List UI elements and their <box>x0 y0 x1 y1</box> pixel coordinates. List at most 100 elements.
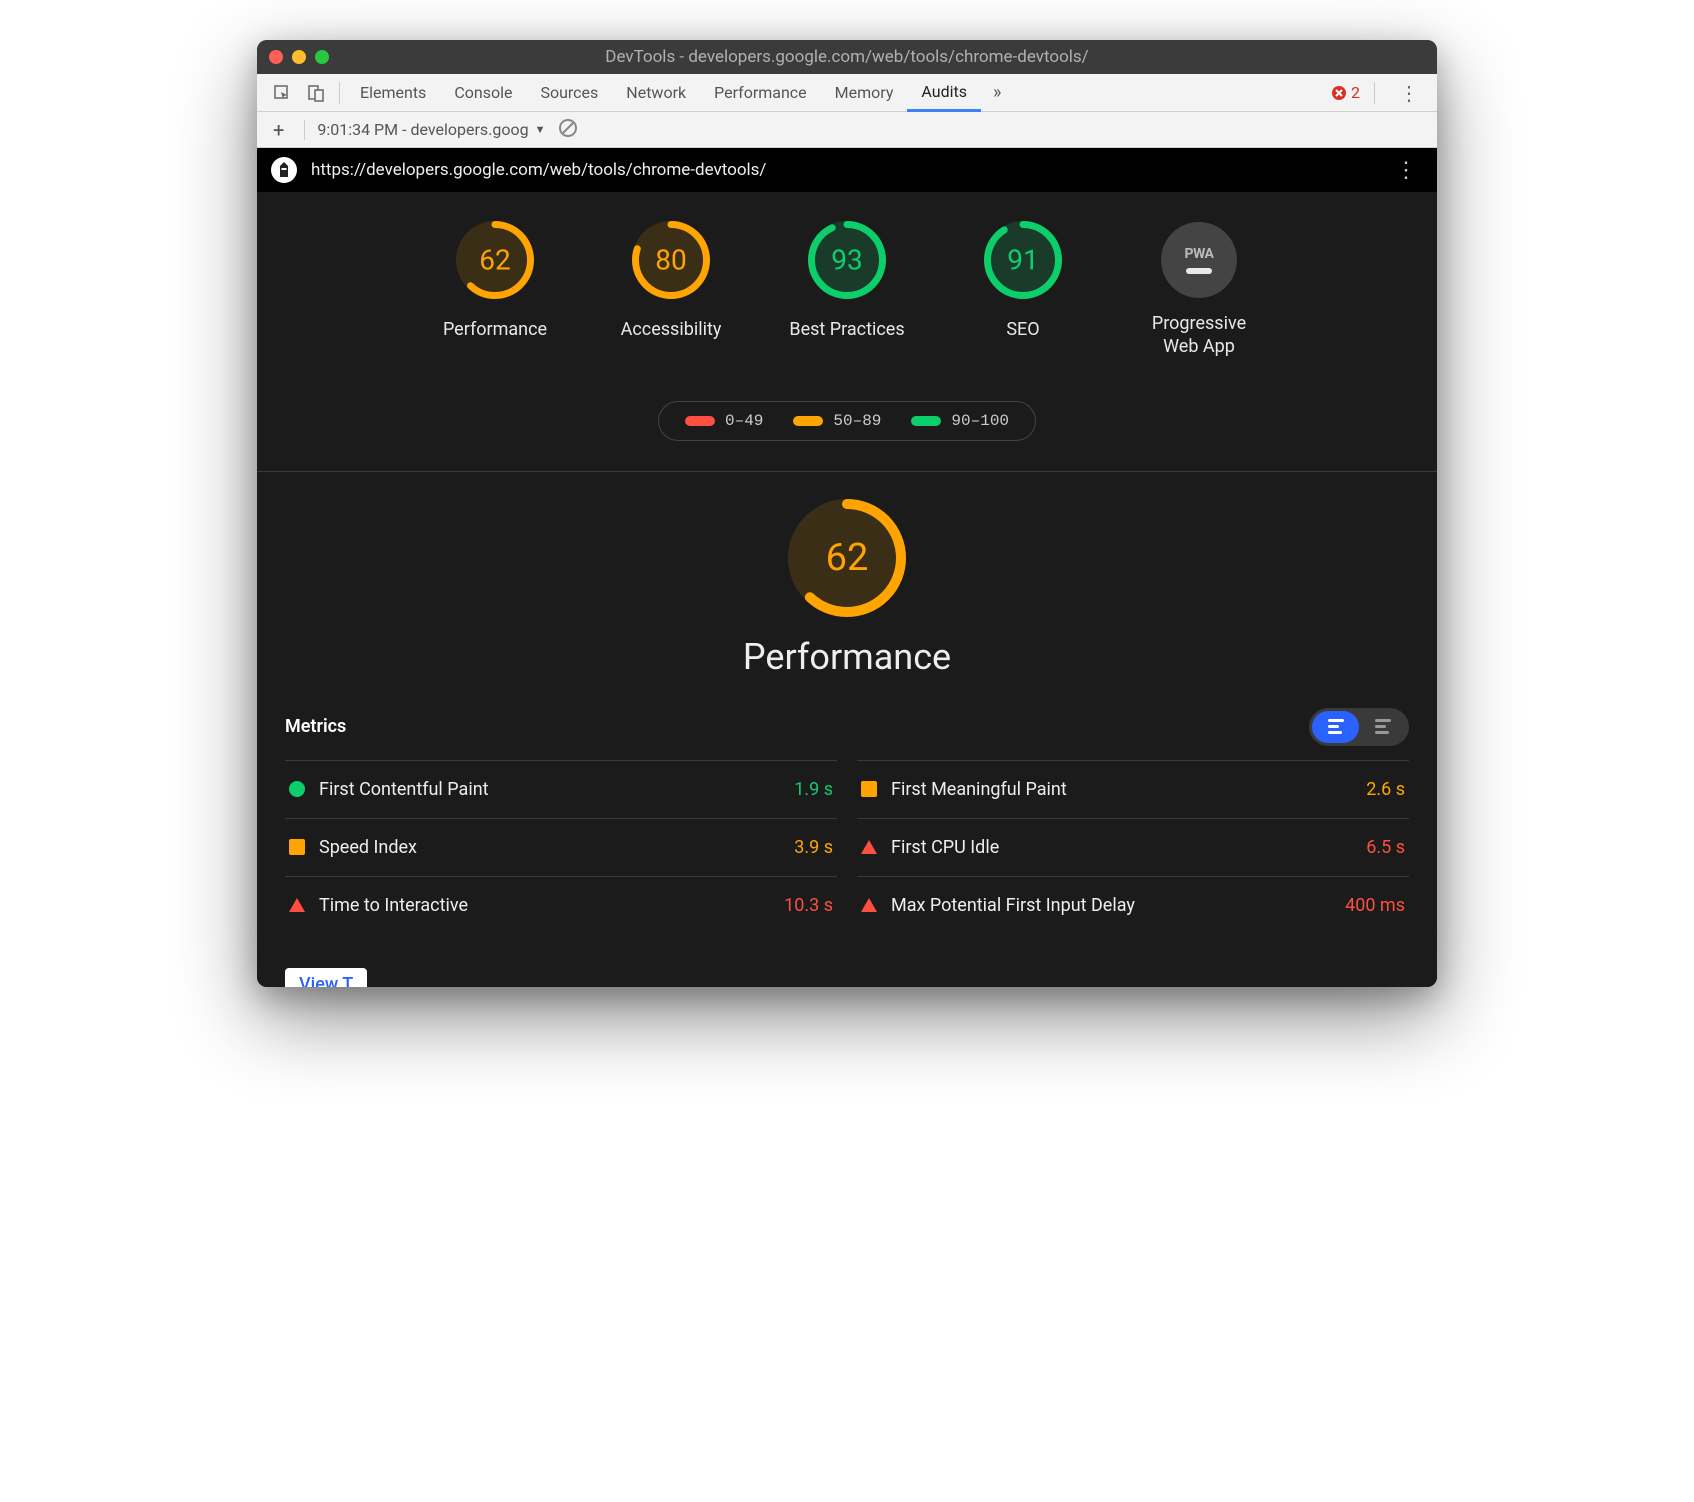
performance-gauge-big: 62 <box>257 498 1437 618</box>
metric-name: Max Potential First Input Delay <box>891 895 1331 916</box>
gauge-label: Progressive Web App <box>1134 312 1264 359</box>
tab-network[interactable]: Network <box>612 74 700 112</box>
gauge-best-practices[interactable]: 93 Best Practices <box>782 220 912 359</box>
svg-text:91: 91 <box>1007 244 1038 277</box>
legend-range: 50–89 <box>833 412 881 430</box>
metric-row: First Meaningful Paint 2.6 s <box>857 760 1409 818</box>
devtools-window: DevTools - developers.google.com/web/too… <box>257 40 1437 987</box>
gauge-seo[interactable]: 91 SEO <box>958 220 1088 359</box>
legend-item: 90–100 <box>911 412 1009 430</box>
status-square-icon <box>861 781 877 797</box>
new-audit-button[interactable]: + <box>265 118 292 142</box>
view-trace-button[interactable]: View T <box>285 968 367 987</box>
legend-pill <box>793 416 823 426</box>
tab-performance[interactable]: Performance <box>700 74 821 112</box>
metric-value: 400 ms <box>1345 895 1405 916</box>
metric-row: Max Potential First Input Delay 400 ms <box>857 876 1409 934</box>
audited-url: https://developers.google.com/web/tools/… <box>311 160 1375 180</box>
window-title: DevTools - developers.google.com/web/too… <box>257 47 1437 67</box>
panel-tabs: Elements Console Sources Network Perform… <box>346 74 981 112</box>
metrics-grid: First Contentful Paint 1.9 s First Meani… <box>257 760 1437 954</box>
pwa-badge: PWA <box>1161 222 1237 298</box>
legend-pill <box>685 416 715 426</box>
metrics-header: Metrics <box>257 708 1437 760</box>
metric-row: Speed Index 3.9 s <box>285 818 837 876</box>
metric-row: First Contentful Paint 1.9 s <box>285 760 837 818</box>
svg-text:62: 62 <box>479 244 510 277</box>
status-circle-icon <box>289 781 305 797</box>
status-triangle-icon <box>861 898 877 912</box>
metric-row: Time to Interactive 10.3 s <box>285 876 837 934</box>
window-controls <box>269 50 329 64</box>
legend-range: 90–100 <box>951 412 1009 430</box>
legend-pill <box>911 416 941 426</box>
inspect-icon[interactable] <box>265 84 299 102</box>
metric-name: Time to Interactive <box>319 895 770 916</box>
chevron-down-icon: ▼ <box>535 123 546 136</box>
devtools-tabbar: Elements Console Sources Network Perform… <box>257 74 1437 112</box>
gauge-label: Accessibility <box>606 318 736 341</box>
category-gauges: 62 Performance 80 Accessibility 93 Best … <box>257 192 1437 377</box>
divider <box>304 120 305 140</box>
legend-item: 50–89 <box>793 412 881 430</box>
report-dropdown[interactable]: 9:01:34 PM - developers.goog ▼ <box>317 120 545 139</box>
gauge-ring: 93 <box>782 220 912 304</box>
metric-row: First CPU Idle 6.5 s <box>857 818 1409 876</box>
metrics-view-toggle[interactable] <box>1309 708 1409 746</box>
status-square-icon <box>289 839 305 855</box>
gauge-ring: 62 <box>430 220 560 304</box>
settings-kebab[interactable]: ⋮ <box>1389 81 1429 105</box>
metrics-label: Metrics <box>285 716 346 737</box>
view-toggle-compact[interactable] <box>1312 711 1359 743</box>
device-toggle-icon[interactable] <box>299 84 333 102</box>
report-label: 9:01:34 PM - developers.goog <box>317 120 528 139</box>
pwa-dash-icon <box>1186 268 1212 274</box>
tab-audits[interactable]: Audits <box>907 74 981 112</box>
score-legend: 0–49 50–89 90–100 <box>658 401 1036 441</box>
gauge-label: SEO <box>958 318 1088 341</box>
report-menu-button[interactable]: ⋮ <box>1389 158 1423 183</box>
tab-memory[interactable]: Memory <box>821 74 908 112</box>
gauge-label: Performance <box>430 318 560 341</box>
gauge-performance[interactable]: 62 Performance <box>430 220 560 359</box>
close-button[interactable] <box>269 50 283 64</box>
audits-toolbar: + 9:01:34 PM - developers.goog ▼ <box>257 112 1437 148</box>
more-tabs-button[interactable]: » <box>981 82 1013 103</box>
svg-text:62: 62 <box>826 536 869 580</box>
gauge-accessibility[interactable]: 80 Accessibility <box>606 220 736 359</box>
view-toggle-expanded[interactable] <box>1359 711 1406 743</box>
metric-value: 6.5 s <box>1366 837 1405 858</box>
divider <box>1374 82 1375 104</box>
svg-text:93: 93 <box>831 244 862 277</box>
lighthouse-urlbar: https://developers.google.com/web/tools/… <box>257 148 1437 192</box>
tab-elements[interactable]: Elements <box>346 74 440 112</box>
divider <box>339 82 340 104</box>
clear-icon[interactable] <box>558 118 578 142</box>
metric-name: First Contentful Paint <box>319 779 780 800</box>
minimize-button[interactable] <box>292 50 306 64</box>
metric-name: First CPU Idle <box>891 837 1352 858</box>
metric-value: 3.9 s <box>794 837 833 858</box>
performance-section: 62 Performance Metrics First Contentful … <box>257 472 1437 987</box>
error-icon <box>1331 85 1347 101</box>
error-count-value: 2 <box>1351 83 1360 102</box>
gauge-pwa[interactable]: PWA Progressive Web App <box>1134 220 1264 359</box>
performance-title: Performance <box>257 636 1437 678</box>
tab-sources[interactable]: Sources <box>526 74 612 112</box>
metric-value: 1.9 s <box>794 779 833 800</box>
lighthouse-icon <box>271 157 297 183</box>
legend-item: 0–49 <box>685 412 763 430</box>
gauge-ring: 91 <box>958 220 1088 304</box>
titlebar: DevTools - developers.google.com/web/too… <box>257 40 1437 74</box>
metric-value: 2.6 s <box>1366 779 1405 800</box>
tab-console[interactable]: Console <box>440 74 526 112</box>
metric-name: Speed Index <box>319 837 780 858</box>
pwa-badge-text: PWA <box>1185 246 1214 262</box>
legend-range: 0–49 <box>725 412 763 430</box>
zoom-button[interactable] <box>315 50 329 64</box>
gauge-label: Best Practices <box>782 318 912 341</box>
gauge-ring: 80 <box>606 220 736 304</box>
svg-text:80: 80 <box>655 244 686 277</box>
metric-name: First Meaningful Paint <box>891 779 1352 800</box>
error-count-badge[interactable]: 2 <box>1331 83 1360 102</box>
